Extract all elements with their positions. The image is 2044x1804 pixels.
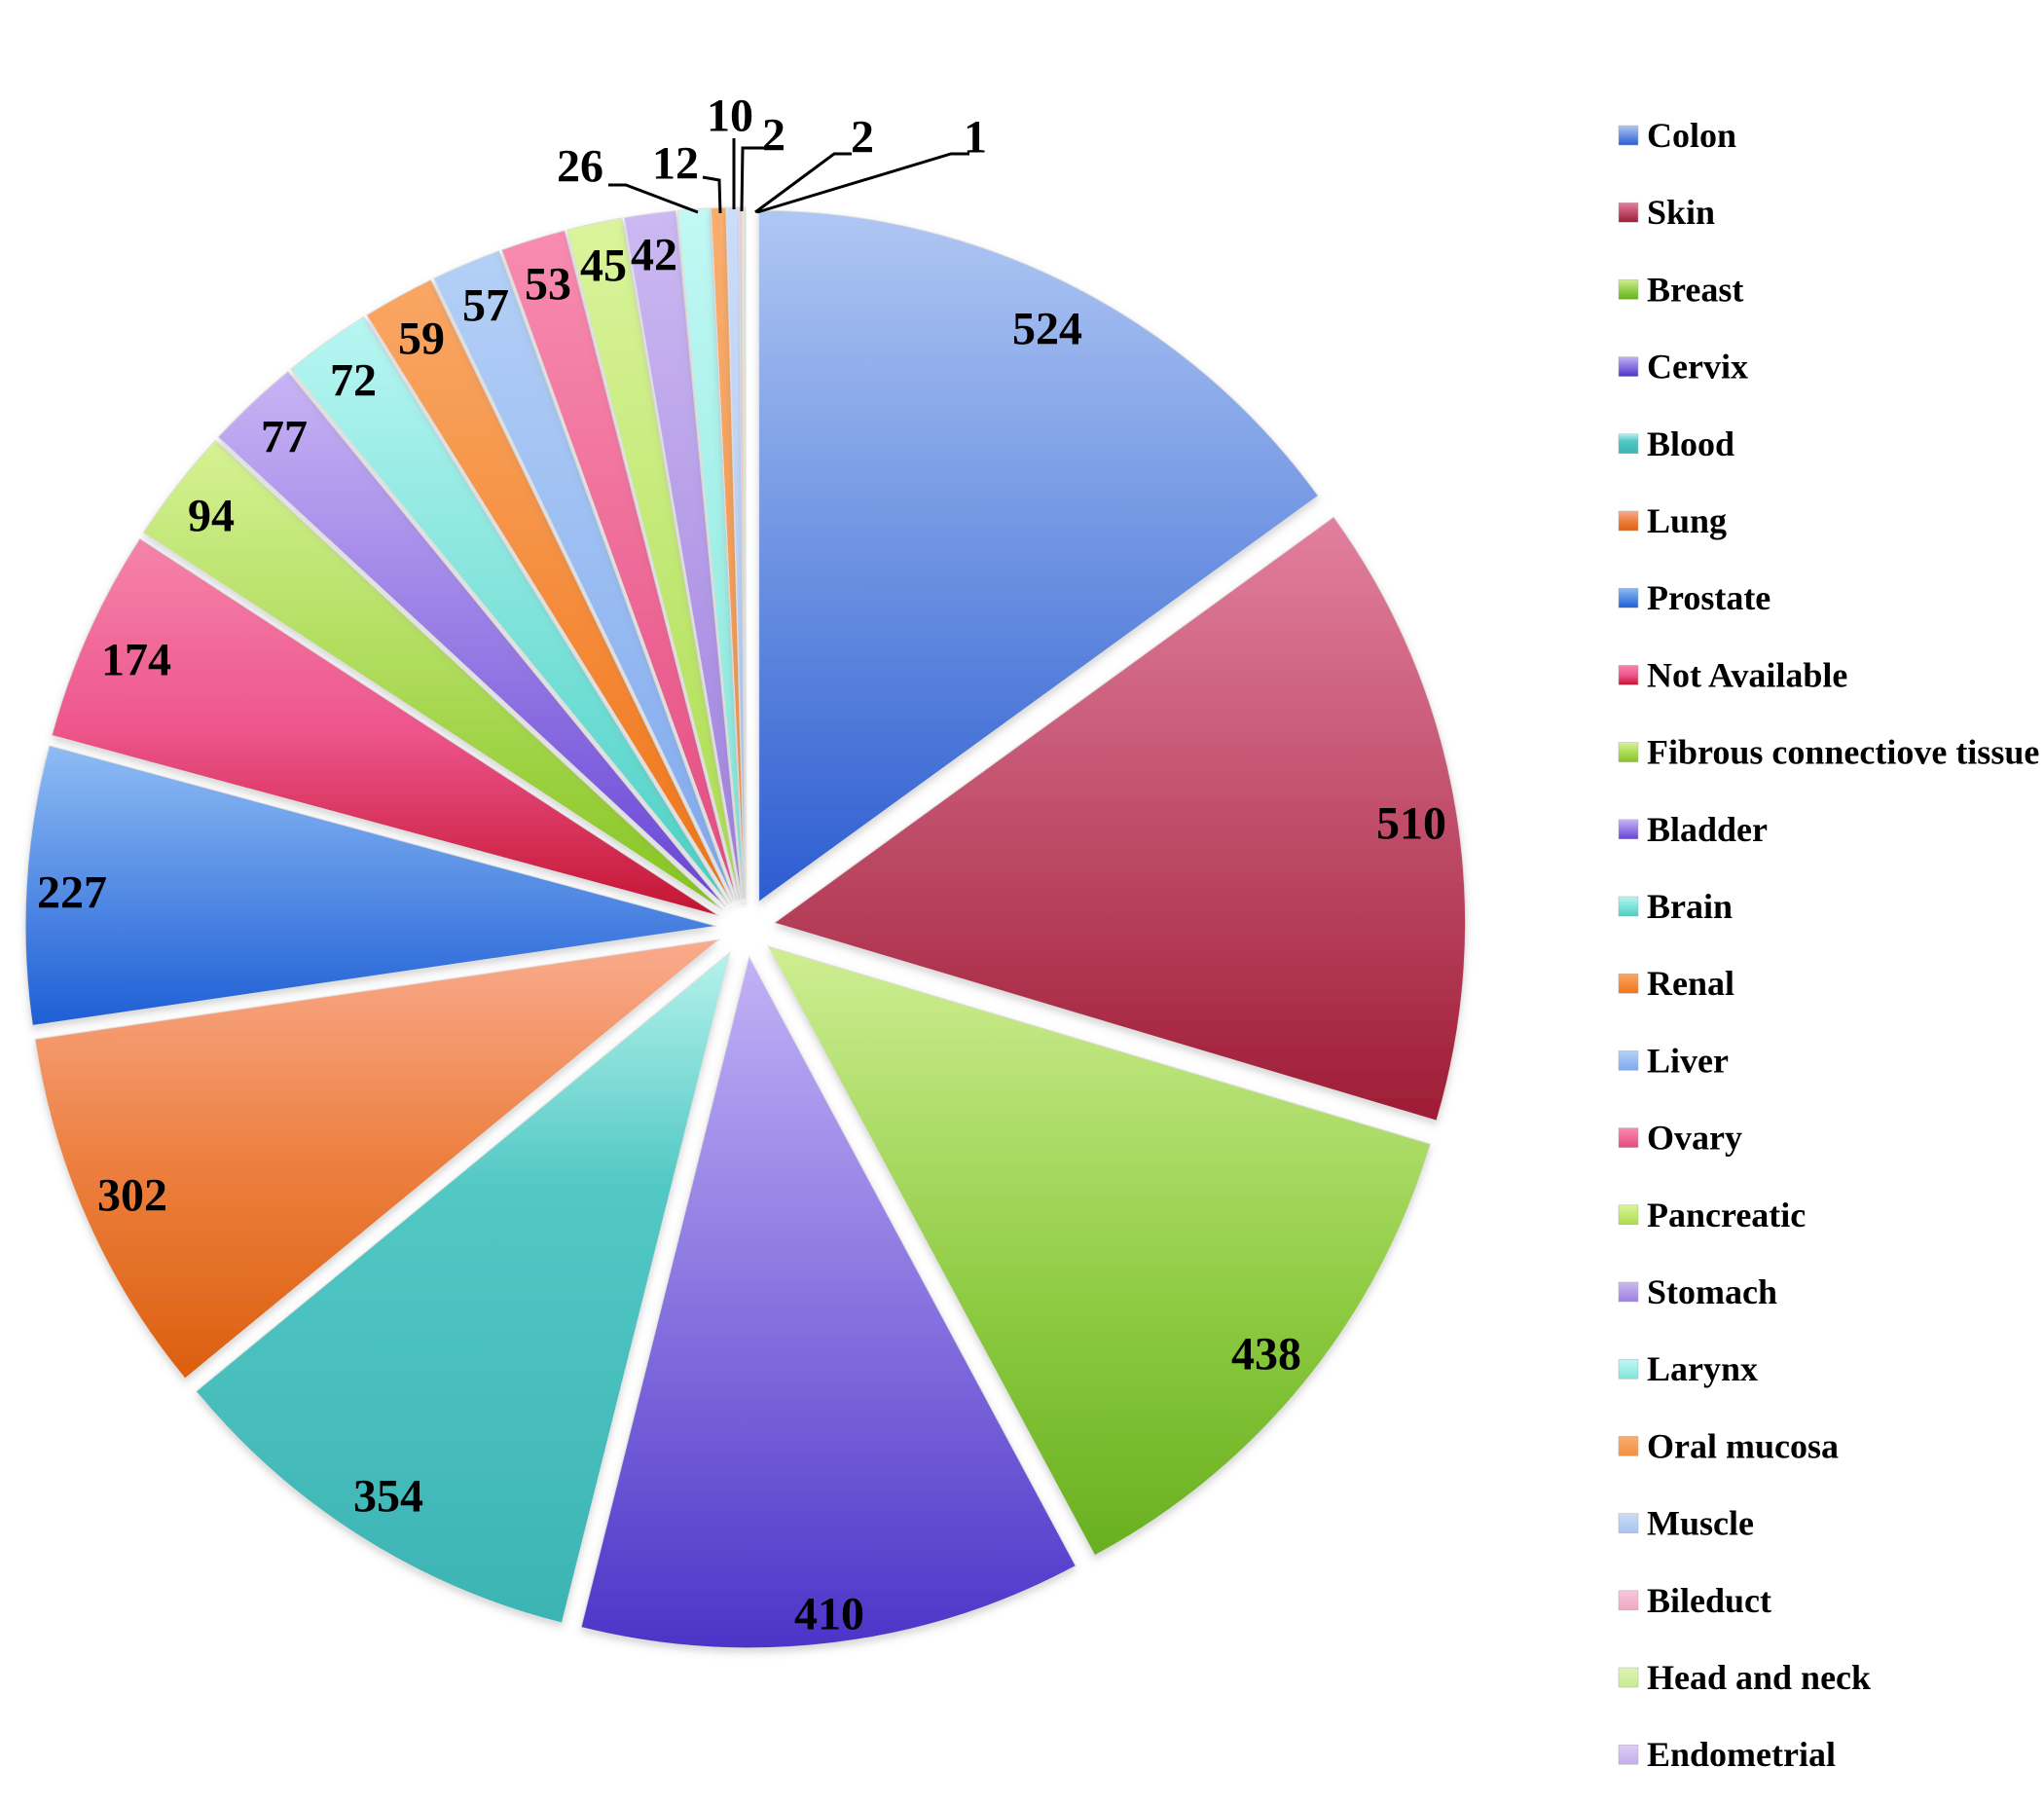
svg-text:26: 26 <box>557 141 603 193</box>
svg-text:Cervix: Cervix <box>1647 348 1748 387</box>
svg-text:302: 302 <box>97 1170 167 1222</box>
svg-text:Larynx: Larynx <box>1647 1349 1758 1388</box>
svg-text:Renal: Renal <box>1647 964 1734 1003</box>
svg-text:354: 354 <box>353 1471 423 1523</box>
svg-text:59: 59 <box>398 313 445 365</box>
svg-text:Stomach: Stomach <box>1647 1272 1777 1311</box>
svg-text:53: 53 <box>525 259 571 311</box>
svg-text:Blood: Blood <box>1647 424 1734 463</box>
svg-text:Prostate: Prostate <box>1647 578 1770 617</box>
svg-text:510: 510 <box>1376 798 1446 850</box>
svg-text:438: 438 <box>1231 1329 1301 1381</box>
svg-text:42: 42 <box>631 230 677 281</box>
svg-text:Fibrous connectiove tissue: Fibrous connectiove tissue <box>1647 733 2039 772</box>
svg-text:1: 1 <box>964 112 987 164</box>
svg-text:Not Available: Not Available <box>1647 655 1847 694</box>
svg-text:Colon: Colon <box>1647 116 1736 155</box>
svg-text:Bladder: Bladder <box>1647 810 1768 849</box>
svg-text:Ovary: Ovary <box>1647 1119 1742 1158</box>
svg-text:2: 2 <box>851 112 874 164</box>
svg-text:57: 57 <box>462 280 509 332</box>
svg-text:Liver: Liver <box>1647 1041 1729 1080</box>
svg-text:77: 77 <box>261 412 308 463</box>
svg-text:72: 72 <box>330 355 377 407</box>
svg-text:227: 227 <box>37 867 107 919</box>
svg-text:Skin: Skin <box>1647 193 1715 232</box>
svg-text:94: 94 <box>188 491 235 542</box>
svg-text:Lung: Lung <box>1647 501 1727 540</box>
svg-text:410: 410 <box>794 1589 864 1640</box>
svg-text:2: 2 <box>762 110 785 162</box>
svg-text:45: 45 <box>580 240 627 292</box>
svg-text:Head and neck: Head and neck <box>1647 1658 1871 1697</box>
svg-text:Muscle: Muscle <box>1647 1504 1754 1543</box>
svg-text:Pancreatic: Pancreatic <box>1647 1196 1806 1234</box>
svg-text:Brain: Brain <box>1647 887 1733 926</box>
svg-text:12: 12 <box>652 138 699 190</box>
svg-text:Breast: Breast <box>1647 270 1743 309</box>
svg-text:174: 174 <box>101 635 171 686</box>
svg-text:Oral mucosa: Oral mucosa <box>1647 1426 1839 1465</box>
svg-text:Endometrial: Endometrial <box>1647 1735 1836 1774</box>
svg-text:10: 10 <box>707 91 753 142</box>
svg-text:524: 524 <box>1012 304 1082 355</box>
svg-text:Bileduct: Bileduct <box>1647 1581 1771 1620</box>
